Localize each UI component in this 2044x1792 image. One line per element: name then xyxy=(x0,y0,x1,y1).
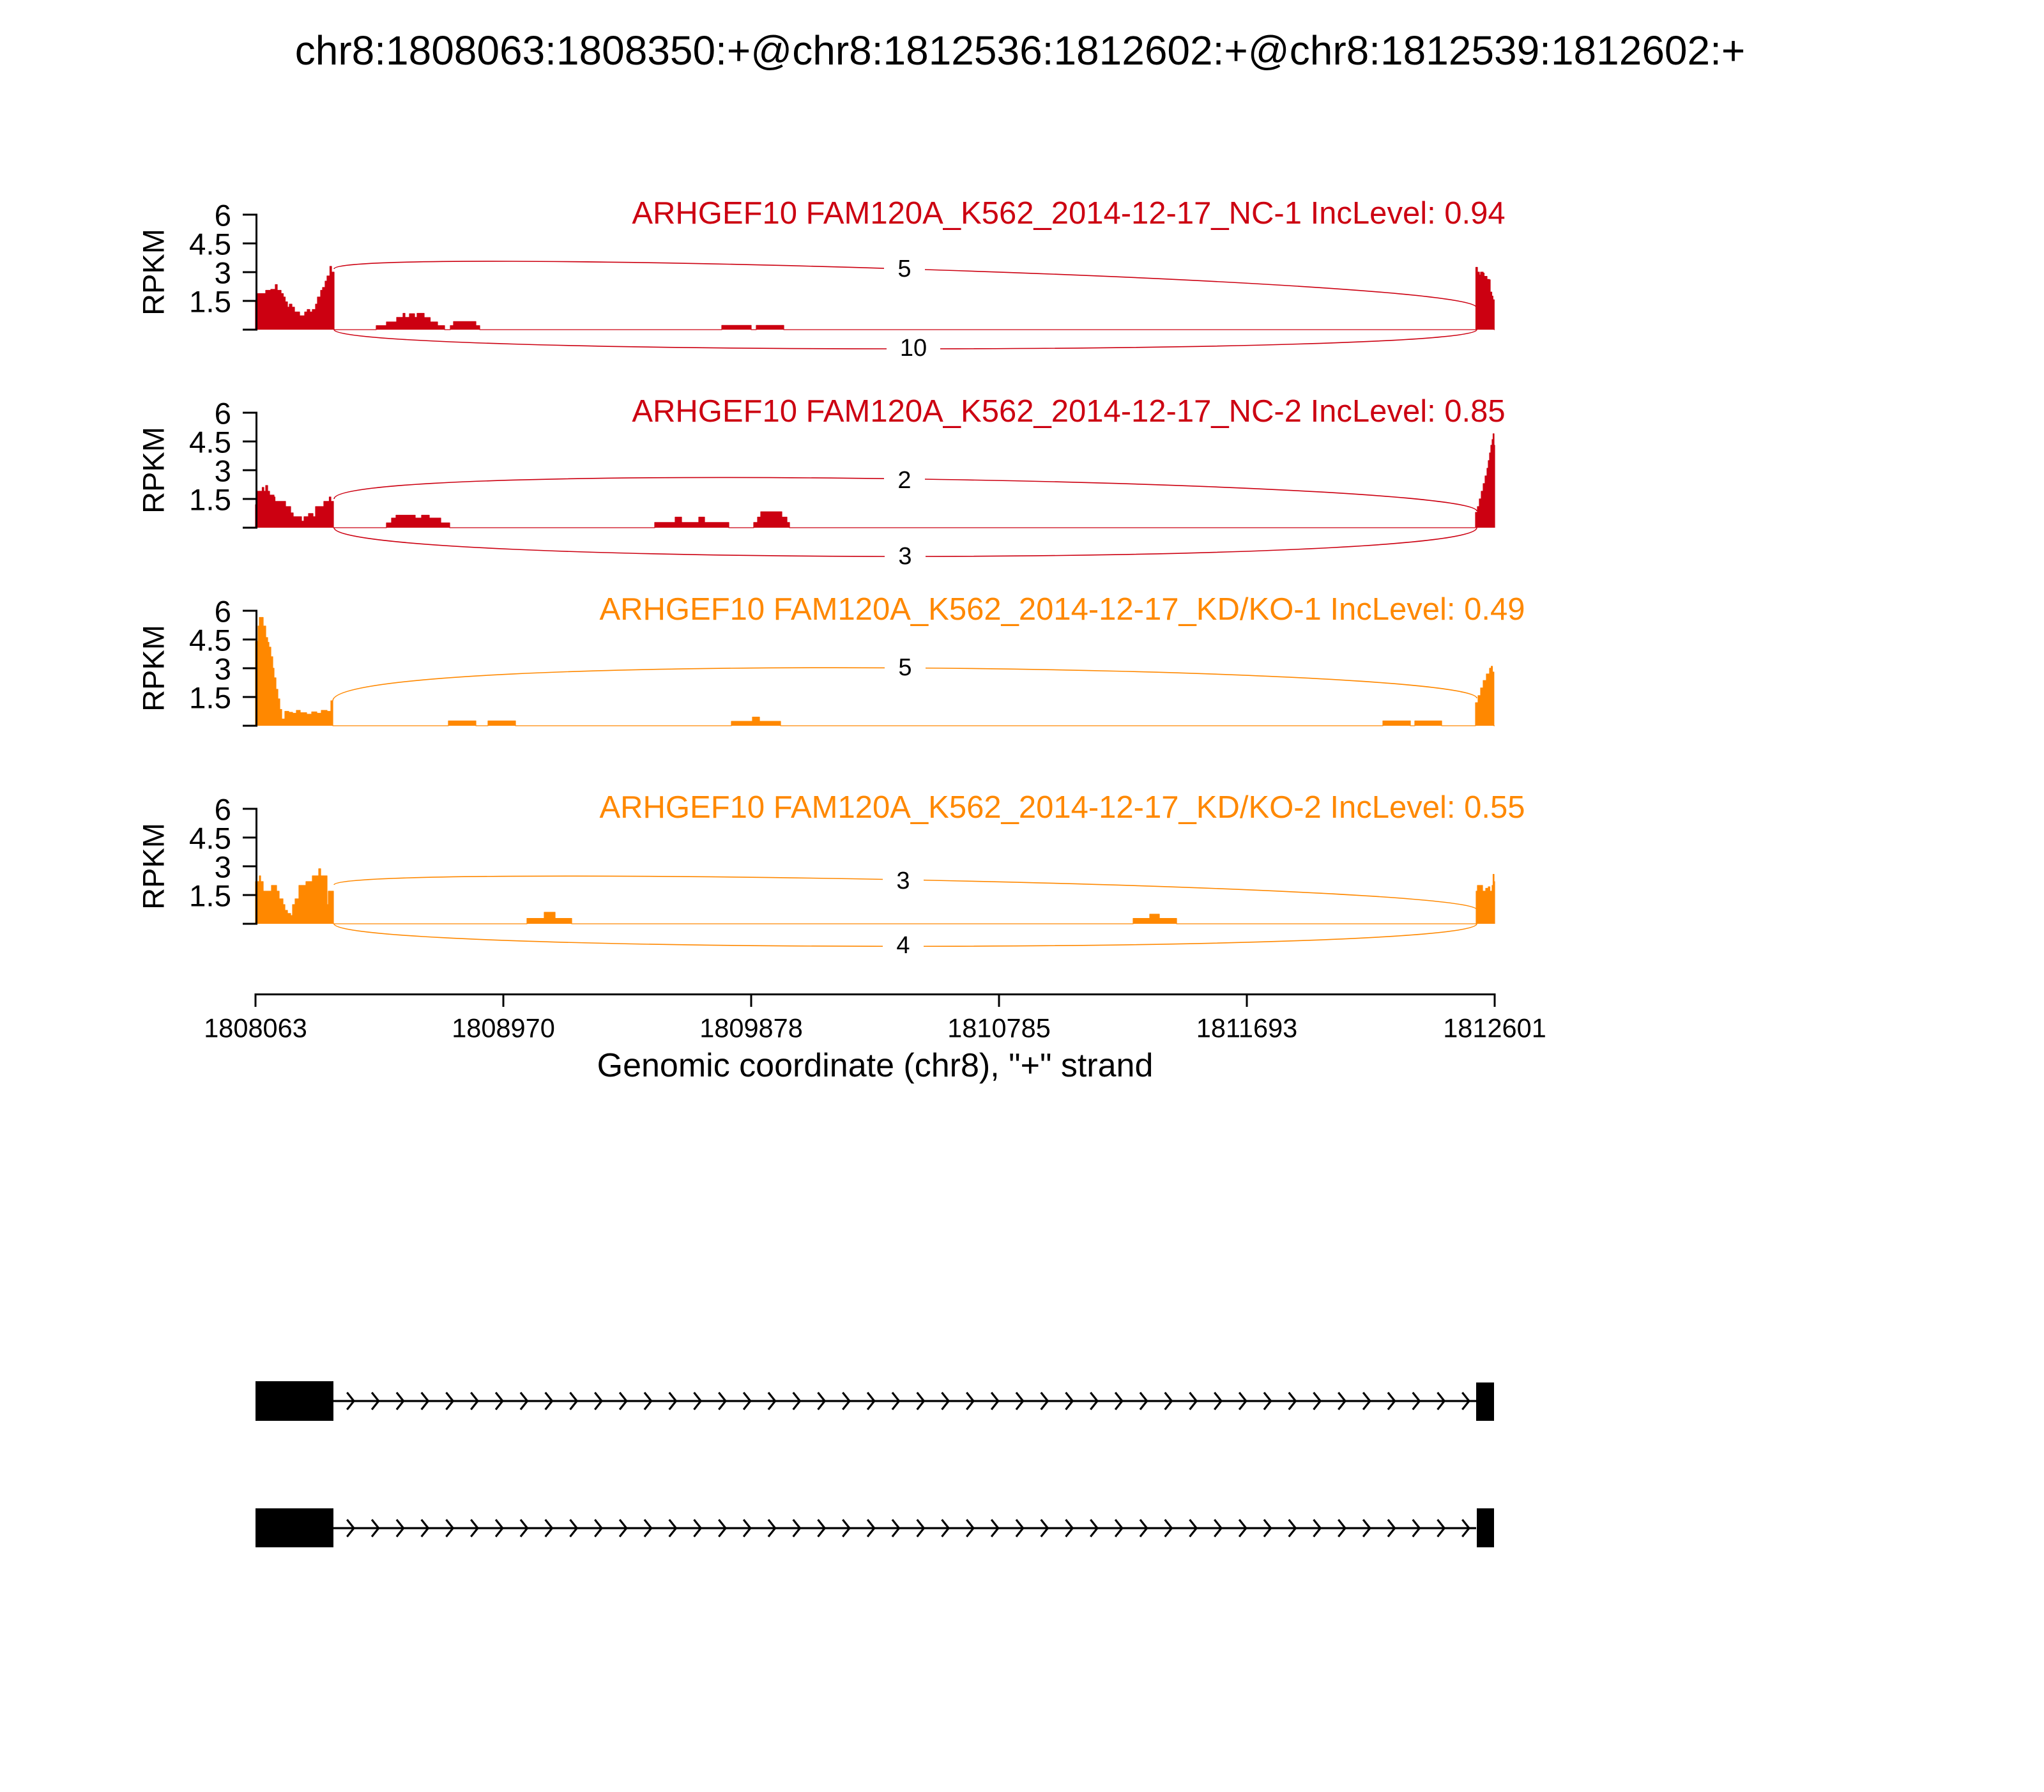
svg-text:6: 6 xyxy=(215,595,231,629)
svg-text:1808970: 1808970 xyxy=(452,1013,555,1043)
svg-text:3: 3 xyxy=(215,653,231,687)
svg-text:3: 3 xyxy=(898,543,911,570)
svg-text:3: 3 xyxy=(896,868,910,894)
svg-text:1808063: 1808063 xyxy=(204,1013,307,1043)
svg-text:RPKM: RPKM xyxy=(137,229,171,316)
svg-text:4.5: 4.5 xyxy=(189,822,231,856)
svg-text:6: 6 xyxy=(215,199,231,233)
svg-text:ARHGEF10 FAM120A_K562_2014-12-: ARHGEF10 FAM120A_K562_2014-12-17_KD/KO-2… xyxy=(599,790,1525,825)
svg-text:RPKM: RPKM xyxy=(137,427,171,514)
svg-text:4: 4 xyxy=(896,932,910,959)
svg-text:5: 5 xyxy=(898,654,911,681)
svg-text:1810785: 1810785 xyxy=(947,1013,1051,1043)
svg-text:4.5: 4.5 xyxy=(189,228,231,262)
svg-text:5: 5 xyxy=(897,256,911,282)
svg-text:3: 3 xyxy=(215,851,231,885)
svg-text:1.5: 1.5 xyxy=(189,286,231,319)
svg-text:6: 6 xyxy=(215,397,231,431)
svg-text:Genomic coordinate (chr8), "+": Genomic coordinate (chr8), "+" strand xyxy=(597,1047,1154,1084)
svg-text:RPKM: RPKM xyxy=(137,625,171,712)
svg-text:10: 10 xyxy=(900,335,927,362)
svg-text:2: 2 xyxy=(897,467,911,494)
svg-text:1.5: 1.5 xyxy=(189,682,231,716)
svg-text:4.5: 4.5 xyxy=(189,624,231,658)
svg-text:3: 3 xyxy=(215,257,231,291)
svg-text:1.5: 1.5 xyxy=(189,880,231,914)
svg-text:3: 3 xyxy=(215,455,231,489)
svg-text:ARHGEF10 FAM120A_K562_2014-12-: ARHGEF10 FAM120A_K562_2014-12-17_KD/KO-1… xyxy=(599,592,1525,627)
svg-text:4.5: 4.5 xyxy=(189,426,231,460)
svg-text:1812601: 1812601 xyxy=(1443,1013,1546,1043)
svg-text:ARHGEF10 FAM120A_K562_2014-12-: ARHGEF10 FAM120A_K562_2014-12-17_NC-2 In… xyxy=(632,394,1505,429)
svg-text:1.5: 1.5 xyxy=(189,484,231,517)
svg-text:1809878: 1809878 xyxy=(699,1013,803,1043)
svg-text:RPKM: RPKM xyxy=(137,823,171,910)
svg-text:ARHGEF10 FAM120A_K562_2014-12-: ARHGEF10 FAM120A_K562_2014-12-17_NC-1 In… xyxy=(632,196,1505,231)
svg-text:chr8:1808063:1808350:+@chr8:18: chr8:1808063:1808350:+@chr8:1812536:1812… xyxy=(295,27,1746,73)
svg-text:1811693: 1811693 xyxy=(1196,1013,1297,1043)
svg-text:6: 6 xyxy=(215,793,231,827)
